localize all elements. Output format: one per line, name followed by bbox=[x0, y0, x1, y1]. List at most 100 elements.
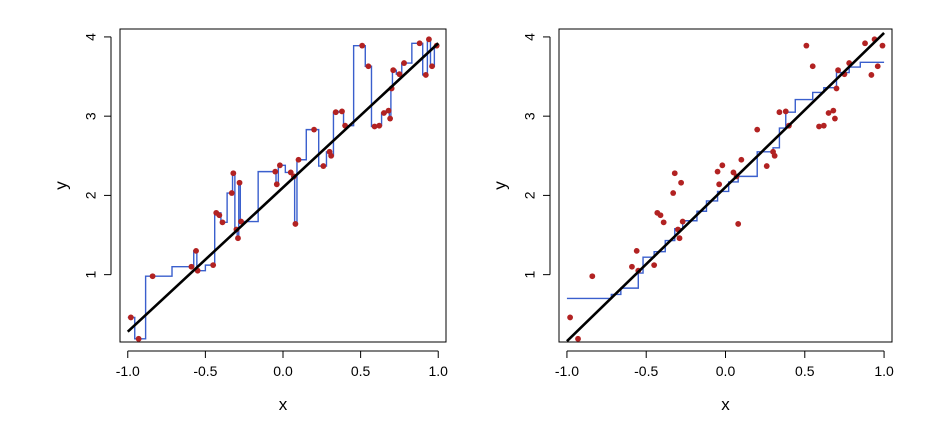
y-axis-label: y bbox=[51, 181, 70, 190]
data-point bbox=[633, 247, 640, 254]
x-tick-label: 0.5 bbox=[795, 363, 815, 379]
data-point bbox=[816, 123, 822, 130]
data-point bbox=[660, 219, 667, 226]
data-point bbox=[272, 168, 279, 175]
data-point bbox=[651, 262, 658, 269]
data-point bbox=[236, 179, 243, 186]
data-point bbox=[862, 40, 868, 47]
data-point bbox=[210, 262, 217, 269]
data-point bbox=[311, 126, 317, 133]
data-point bbox=[589, 273, 596, 280]
data-point bbox=[771, 152, 778, 159]
data-point bbox=[575, 335, 581, 342]
data-point bbox=[235, 235, 241, 242]
data-point bbox=[339, 108, 345, 115]
data-point bbox=[832, 115, 838, 122]
data-point bbox=[416, 40, 423, 47]
data-point bbox=[763, 163, 770, 169]
data-point bbox=[390, 67, 397, 74]
x-tick-label: 1.0 bbox=[429, 363, 449, 379]
data-point bbox=[238, 218, 244, 225]
true-regression-line bbox=[126, 42, 440, 333]
y-tick-label: 1 bbox=[83, 271, 99, 279]
data-point bbox=[719, 162, 726, 169]
data-point bbox=[874, 63, 881, 70]
data-point bbox=[273, 181, 280, 188]
data-point bbox=[396, 71, 403, 78]
data-point bbox=[629, 263, 635, 270]
chart-right: -1.0 -0.5 0.0 0.5 1.0 1 2 3 4 x y bbox=[490, 28, 894, 414]
data-point bbox=[385, 107, 392, 114]
data-point bbox=[833, 85, 840, 92]
y-tick-label: 2 bbox=[83, 191, 99, 199]
data-point bbox=[426, 36, 432, 43]
plot-frame bbox=[558, 28, 893, 343]
data-point bbox=[678, 179, 684, 186]
chart-left: -1.0 -0.5 0.0 0.5 1.0 1 2 3 4 x y bbox=[51, 28, 449, 414]
true-regression-line bbox=[566, 32, 885, 343]
y-tick-label: 1 bbox=[522, 271, 538, 279]
data-point bbox=[287, 169, 294, 176]
data-point bbox=[219, 219, 226, 226]
data-point bbox=[879, 42, 886, 49]
data-point bbox=[820, 122, 827, 129]
data-point bbox=[149, 273, 156, 280]
y-axis-label: y bbox=[490, 181, 509, 190]
plot-frame bbox=[119, 28, 447, 343]
x-tick-label: -1.0 bbox=[555, 363, 579, 379]
data-point bbox=[188, 263, 195, 270]
data-point bbox=[730, 169, 737, 176]
data-point bbox=[670, 190, 677, 196]
x-axis-label: x bbox=[279, 395, 288, 414]
data-point bbox=[716, 181, 723, 188]
x-tick-label: 0.0 bbox=[716, 363, 736, 379]
data-point bbox=[376, 122, 383, 129]
data-point bbox=[422, 72, 429, 78]
x-tick-label: 0.0 bbox=[273, 363, 293, 379]
data-point bbox=[671, 170, 678, 177]
data-point bbox=[803, 42, 810, 49]
data-point bbox=[782, 108, 789, 115]
y-tick-label: 2 bbox=[522, 191, 538, 199]
x-axis-label: x bbox=[721, 395, 730, 414]
data-point bbox=[295, 156, 302, 163]
data-point bbox=[679, 218, 686, 225]
data-point bbox=[401, 60, 407, 66]
data-point bbox=[216, 212, 223, 219]
data-point bbox=[868, 72, 875, 78]
x-tick-label: -1.0 bbox=[116, 363, 140, 379]
data-point bbox=[127, 314, 134, 321]
data-point bbox=[776, 109, 783, 116]
data-point bbox=[230, 170, 237, 177]
data-point bbox=[381, 110, 387, 116]
data-point bbox=[676, 235, 683, 242]
data-point bbox=[825, 110, 832, 116]
data-point bbox=[332, 109, 339, 116]
x-tick-label: 1.0 bbox=[874, 363, 894, 379]
data-point bbox=[754, 126, 761, 133]
x-tick-label: -0.5 bbox=[634, 363, 658, 379]
step-fit-line bbox=[566, 61, 885, 300]
data-point bbox=[359, 42, 366, 49]
data-point bbox=[135, 335, 142, 342]
data-point bbox=[292, 221, 299, 227]
data-point bbox=[714, 168, 721, 175]
data-point bbox=[735, 221, 742, 227]
data-point bbox=[365, 63, 372, 70]
data-point bbox=[193, 247, 199, 254]
data-point bbox=[228, 190, 235, 196]
data-point bbox=[328, 152, 335, 159]
y-tick-label: 3 bbox=[83, 112, 99, 120]
y-tick-label: 4 bbox=[83, 33, 99, 41]
data-point bbox=[657, 212, 664, 219]
data-point bbox=[371, 123, 378, 130]
data-point bbox=[387, 115, 394, 122]
y-tick-label: 4 bbox=[522, 33, 538, 41]
data-point bbox=[429, 63, 435, 70]
x-tick-label: -0.5 bbox=[193, 363, 217, 379]
data-point bbox=[567, 314, 573, 321]
data-point bbox=[276, 162, 283, 169]
data-point bbox=[830, 107, 837, 114]
data-point bbox=[320, 163, 327, 169]
